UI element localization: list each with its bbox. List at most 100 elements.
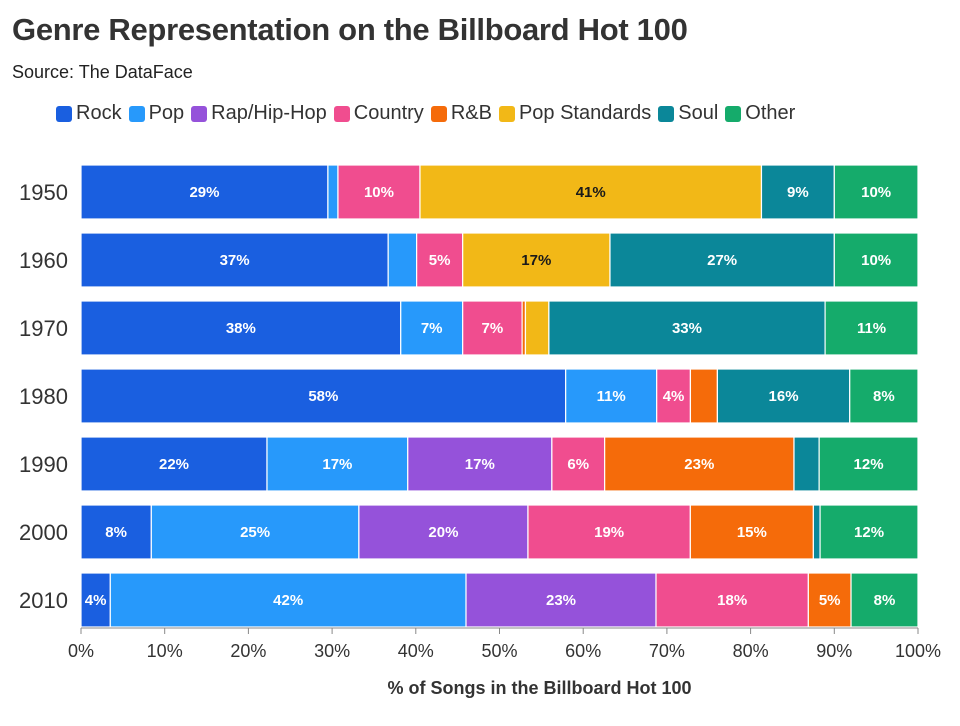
- data-label-1990-rap-hip-hop: 17%: [465, 456, 495, 473]
- bar-1970-rock: [80, 300, 402, 356]
- data-label-1960-rock: 37%: [220, 252, 250, 269]
- x-tick-label-5: 50%: [481, 641, 517, 661]
- legend-item-other: Other: [725, 102, 795, 125]
- data-label-2010-pop: 42%: [273, 592, 303, 609]
- legend-label-rock: Rock: [76, 102, 122, 124]
- bar-2010-rap-hip-hop: [465, 572, 657, 628]
- data-label-1980-soul: 16%: [769, 388, 799, 405]
- x-tick-label-9: 90%: [816, 641, 852, 661]
- legend-item-rock: Rock: [56, 102, 122, 125]
- data-label-1970-country: 7%: [482, 320, 504, 337]
- x-tick-label-7: 70%: [649, 641, 685, 661]
- legend-label-pop-standards: Pop Standards: [518, 102, 652, 124]
- legend-label-rap-hip-hop: Rap/Hip-Hop: [211, 102, 327, 124]
- bar-1980-soul: [716, 368, 851, 424]
- bar-2010-other: [850, 572, 919, 628]
- bar-1990-country: [551, 436, 606, 492]
- bar-1960-country: [416, 232, 464, 288]
- legend-swatch-pop-standards: [498, 105, 515, 122]
- data-label-1950-soul: 9%: [787, 184, 809, 201]
- bar-1960-soul: [609, 232, 835, 288]
- bar-1980-pop: [565, 368, 658, 424]
- bar-1960-pop: [387, 232, 418, 288]
- data-label-1990-r-b: 23%: [684, 456, 714, 473]
- data-label-2010-rap-hip-hop: 23%: [546, 592, 576, 609]
- x-tick-label-6: 60%: [565, 641, 601, 661]
- bar-1990-other: [818, 436, 919, 492]
- data-label-2010-other: 8%: [874, 592, 896, 609]
- chart-title: Genre Representation on the Billboard Ho…: [12, 12, 688, 47]
- bar-1980-rock: [80, 368, 567, 424]
- bar-1950-pop: [327, 164, 339, 220]
- legend-item-country: Country: [333, 102, 424, 125]
- legend-swatch-rap-hip-hop: [191, 105, 208, 122]
- data-label-1960-other: 10%: [861, 252, 891, 269]
- legend-swatch-pop: [128, 105, 145, 122]
- x-tick-label-1: 10%: [147, 641, 183, 661]
- bar-2010-r-b: [807, 572, 852, 628]
- data-label-2010-r-b: 5%: [819, 592, 841, 609]
- data-label-2000-pop: 25%: [240, 524, 270, 541]
- data-label-2000-rock: 8%: [105, 524, 127, 541]
- data-label-1970-pop: 7%: [421, 320, 443, 337]
- chart-subtitle: Source: The DataFace: [12, 62, 193, 82]
- legend-item-r-b: R&B: [430, 102, 492, 125]
- data-label-1950-country: 10%: [364, 184, 394, 201]
- x-tick-label-2: 20%: [230, 641, 266, 661]
- data-label-1980-pop: 11%: [597, 388, 626, 405]
- y-tick-label-1970: 1970: [19, 316, 68, 341]
- bar-1980-other: [849, 368, 919, 424]
- legend-label-r-b: R&B: [450, 102, 492, 124]
- bar-1950-soul: [760, 164, 835, 220]
- data-label-1990-country: 6%: [567, 456, 589, 473]
- x-tick-label-4: 40%: [398, 641, 434, 661]
- data-label-2010-country: 18%: [717, 592, 747, 609]
- bar-2000-country: [527, 504, 691, 560]
- legend-label-country: Country: [353, 102, 424, 124]
- legend-swatch-soul: [658, 105, 675, 122]
- data-label-1990-other: 12%: [854, 456, 884, 473]
- bar-1950-rock: [80, 164, 329, 220]
- bar-1990-r-b: [604, 436, 795, 492]
- bar-2000-rap-hip-hop: [358, 504, 529, 560]
- bar-1990-rap-hip-hop: [407, 436, 553, 492]
- data-label-1950-pop-standards: 41%: [576, 184, 606, 201]
- bar-2010-rock: [80, 572, 111, 628]
- legend-item-pop-standards: Pop Standards: [498, 102, 652, 125]
- data-label-1960-pop-standards: 17%: [521, 252, 551, 269]
- data-label-2000-other: 12%: [854, 524, 884, 541]
- y-tick-label-1950: 1950: [19, 180, 68, 205]
- y-tick-label-1990: 1990: [19, 452, 68, 477]
- legend: Rock Pop Rap/Hip-Hop Country R&B Pop Standard…: [56, 102, 802, 125]
- data-label-1950-other: 10%: [861, 184, 891, 201]
- data-label-1990-pop: 17%: [322, 456, 352, 473]
- bar-1980-country: [656, 368, 692, 424]
- legend-label-other: Other: [745, 102, 796, 124]
- bar-1960-rock: [80, 232, 389, 288]
- x-tick-label-10: 100%: [895, 641, 941, 661]
- bar-1980-r-b: [689, 368, 718, 424]
- data-label-1950-rock: 29%: [189, 184, 219, 201]
- bar-1970-soul: [548, 300, 826, 356]
- data-label-1980-rock: 58%: [308, 388, 338, 405]
- data-label-1990-rock: 22%: [159, 456, 189, 473]
- data-label-2000-r-b: 15%: [737, 524, 767, 541]
- bar-1970-pop-standards: [524, 300, 550, 356]
- bar-2000-r-b: [689, 504, 814, 560]
- legend-swatch-other: [725, 105, 742, 122]
- bar-2000-rock: [80, 504, 152, 560]
- bar-1950-other: [833, 164, 919, 220]
- y-tick-label-1960: 1960: [19, 248, 68, 273]
- data-label-2000-rap-hip-hop: 20%: [428, 524, 458, 541]
- bar-1990-pop: [266, 436, 409, 492]
- legend-swatch-r-b: [430, 105, 447, 122]
- legend-item-rap-hip-hop: Rap/Hip-Hop: [191, 102, 327, 125]
- bar-2000-other: [819, 504, 919, 560]
- bar-1950-country: [337, 164, 421, 220]
- legend-label-pop: Pop: [148, 102, 185, 124]
- x-tick-label-0: 0%: [68, 641, 94, 661]
- data-label-1970-soul: 33%: [672, 320, 702, 337]
- y-tick-label-2000: 2000: [19, 520, 68, 545]
- data-label-2000-country: 19%: [594, 524, 624, 541]
